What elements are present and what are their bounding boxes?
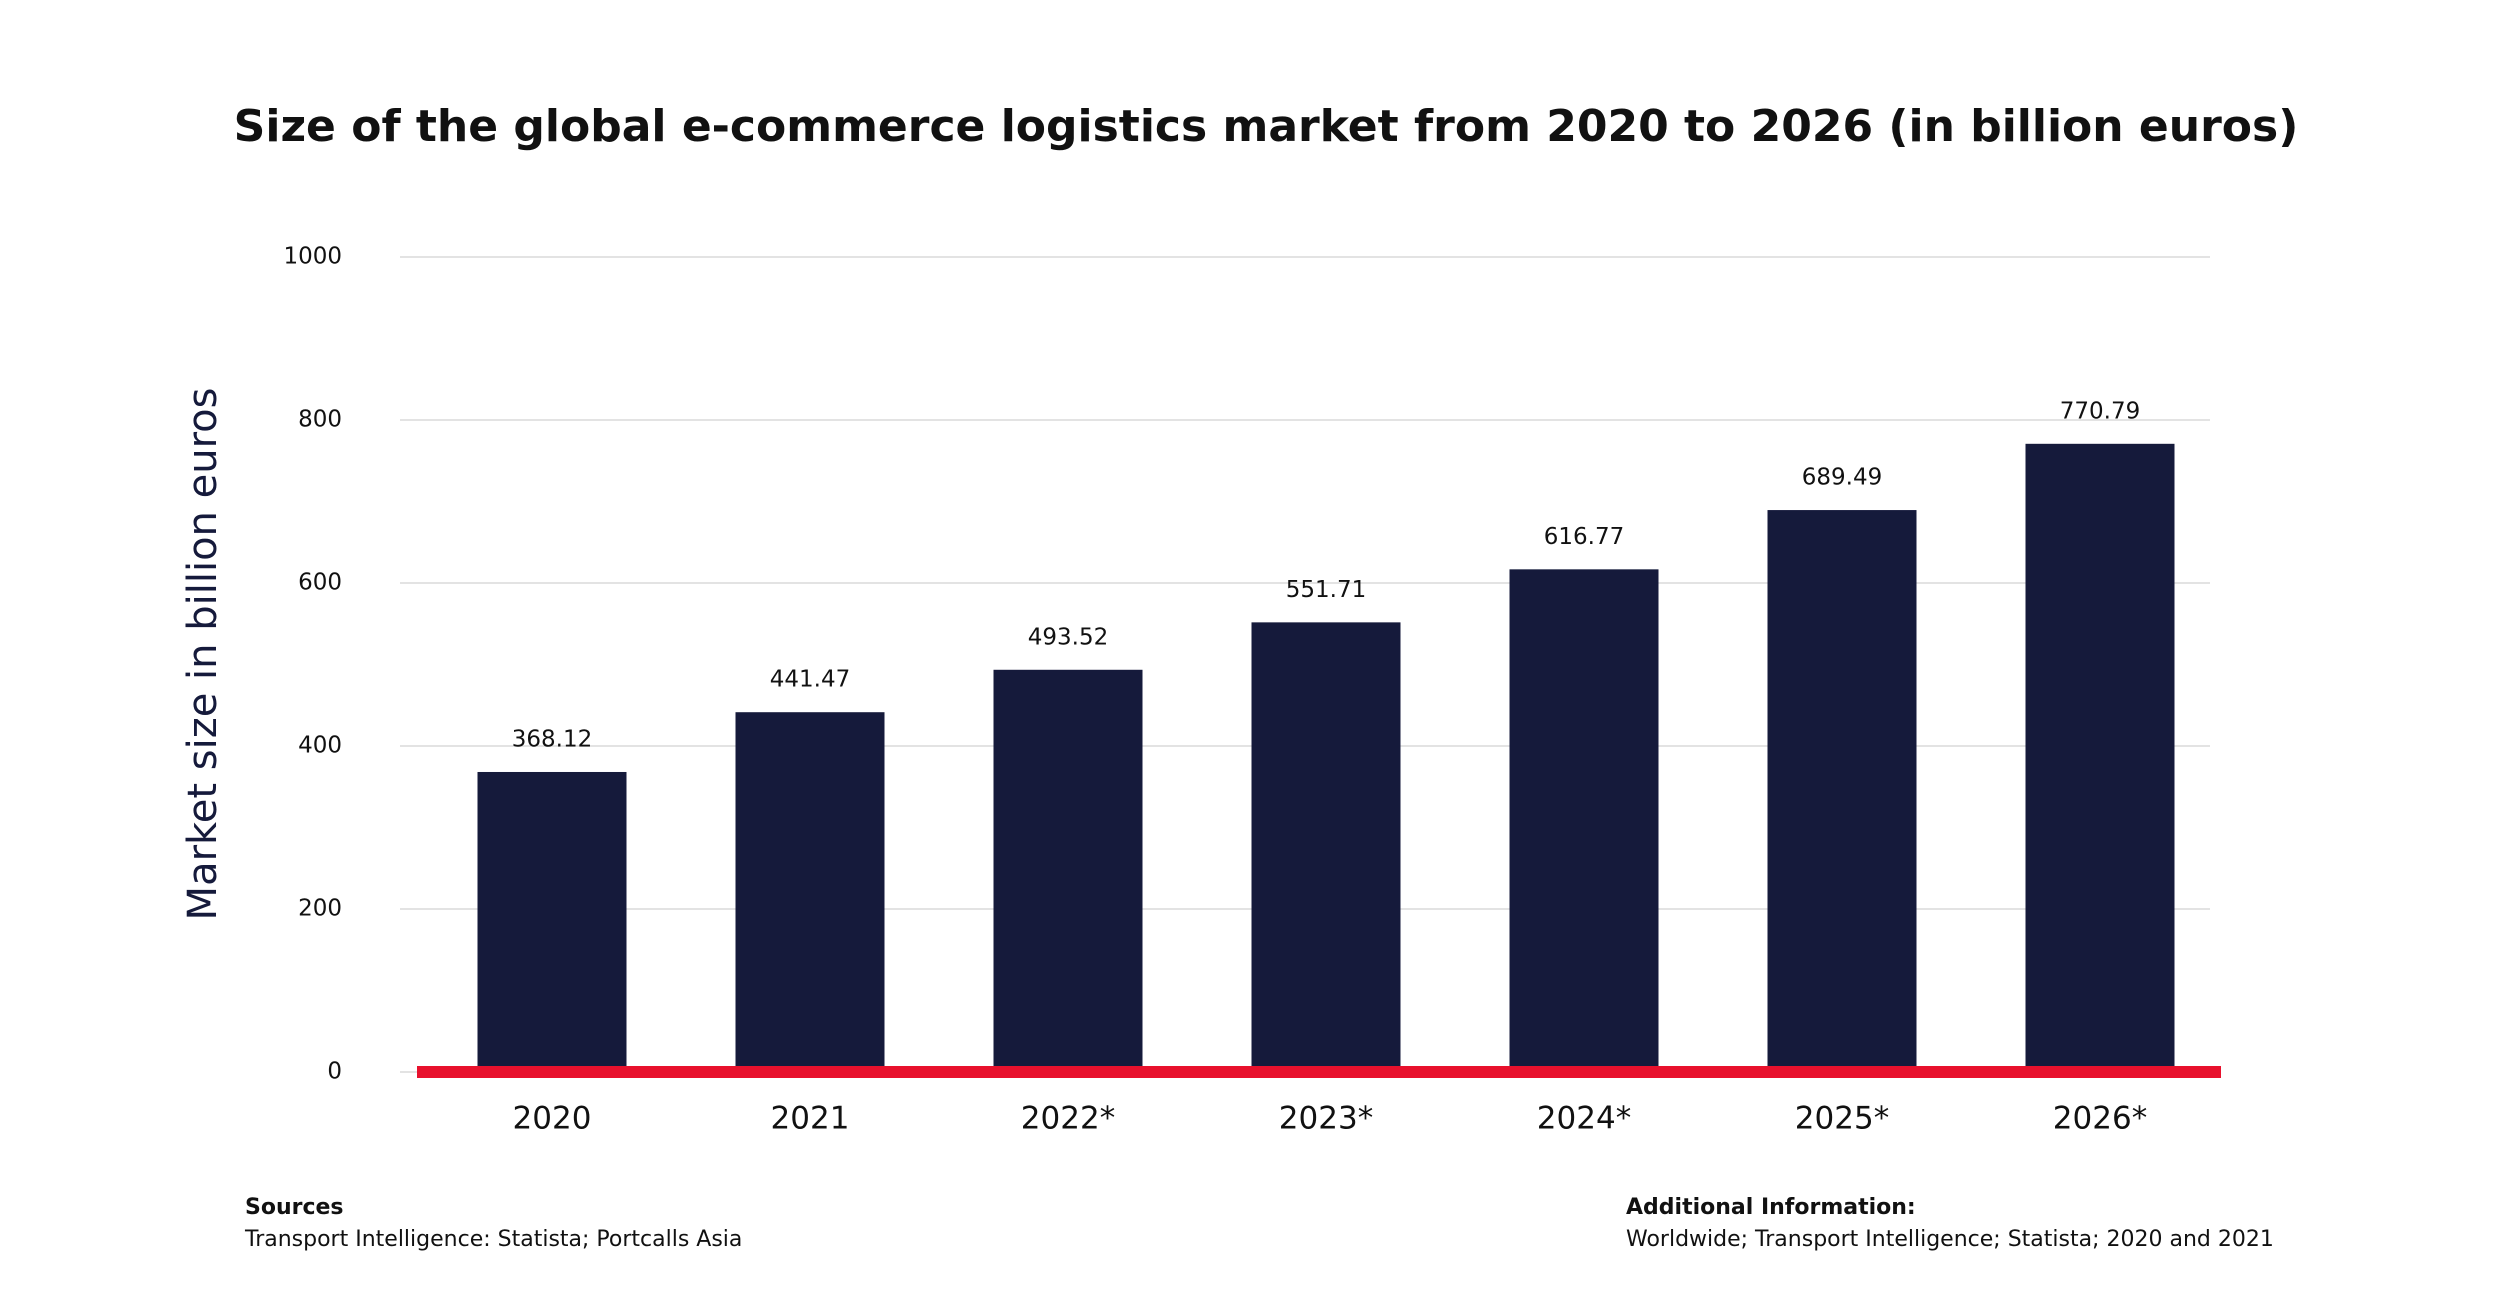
value-label: 616.77 <box>1544 524 1624 550</box>
additional-heading: Additional Information: <box>1626 1195 1916 1220</box>
value-label: 551.71 <box>1286 577 1366 603</box>
value-label: 493.52 <box>1028 624 1108 650</box>
bar <box>1251 622 1401 1072</box>
y-axis-label: Market size in billion euros <box>180 388 226 921</box>
y-tick-label: 200 <box>298 896 342 922</box>
x-tick-label: 2022* <box>1021 1101 1115 1137</box>
bar <box>1767 510 1917 1072</box>
x-tick-label: 2026* <box>2053 1101 2147 1137</box>
bar <box>735 712 885 1072</box>
y-tick-label: 600 <box>298 570 342 596</box>
x-tick-label: 2020 <box>513 1101 592 1137</box>
bar <box>477 771 627 1072</box>
chart-title: Size of the global e-commerce logistics … <box>234 101 2299 152</box>
y-tick-label: 400 <box>298 733 342 759</box>
value-label: 770.79 <box>2060 398 2140 424</box>
x-tick-label: 2023* <box>1279 1101 1373 1137</box>
y-tick-label: 800 <box>298 407 342 433</box>
x-tick-label: 2024* <box>1537 1101 1631 1137</box>
y-tick-label: 1000 <box>283 244 342 270</box>
sources: Transport Intelligence: Statista; Portca… <box>244 1227 742 1252</box>
x-tick-label: 2021 <box>771 1101 850 1137</box>
y-tick-label: 0 <box>327 1059 342 1085</box>
bar <box>1509 569 1659 1072</box>
value-label: 441.47 <box>770 667 850 693</box>
bar <box>2025 443 2175 1072</box>
x-tick-label: 2025* <box>1795 1101 1889 1137</box>
value-label: 689.49 <box>1802 465 1882 491</box>
bar <box>993 669 1143 1072</box>
additional-info: Worldwide; Transport Intelligence; Stati… <box>1626 1227 2274 1252</box>
sources-heading: Sources <box>245 1195 344 1220</box>
value-label: 368.12 <box>512 726 592 752</box>
